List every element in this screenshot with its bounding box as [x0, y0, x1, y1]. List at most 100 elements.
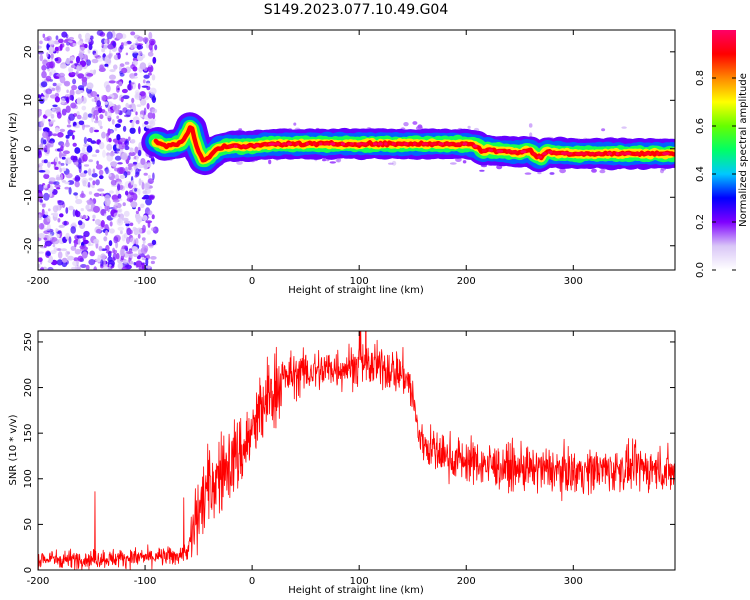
- noise-blob: [41, 70, 47, 79]
- noise-blob: [126, 171, 131, 176]
- noise-blob: [112, 105, 120, 111]
- y-tick-label: 100: [23, 469, 34, 488]
- noise-blob: [70, 42, 73, 47]
- noise-blob: [90, 91, 98, 98]
- ridge-peak: [445, 142, 453, 146]
- noise-blob: [70, 226, 76, 234]
- ridge-halo: [403, 122, 409, 127]
- noise-blob: [87, 243, 94, 246]
- noise-blob: [45, 75, 52, 82]
- noise-blob: [117, 52, 121, 60]
- noise-blob: [48, 177, 56, 183]
- noise-blob: [43, 192, 50, 201]
- noise-blob: [125, 52, 129, 56]
- noise-blob: [60, 173, 63, 181]
- noise-blob: [121, 217, 129, 221]
- noise-blob: [123, 41, 128, 46]
- noise-blob: [68, 113, 75, 121]
- noise-blob: [76, 64, 80, 73]
- noise-blob: [130, 44, 134, 50]
- noise-blob: [43, 237, 48, 241]
- noise-blob: [151, 119, 157, 122]
- noise-blob: [118, 81, 123, 87]
- noise-blob: [38, 214, 41, 219]
- ridge-halo: [322, 158, 327, 162]
- noise-blob: [109, 74, 116, 80]
- ridge-halo: [528, 123, 533, 128]
- noise-blob: [55, 85, 60, 91]
- noise-blob: [108, 264, 112, 267]
- spectrogram-x-label: Height of straight line (km): [288, 285, 424, 296]
- noise-blob: [113, 204, 118, 210]
- noise-blob: [48, 208, 51, 212]
- noise-blob: [135, 237, 139, 246]
- noise-blob: [117, 162, 123, 165]
- noise-blob: [84, 38, 92, 43]
- noise-blob: [137, 83, 141, 90]
- y-tick-label: 200: [23, 378, 34, 397]
- noise-blob: [71, 84, 78, 91]
- noise-blob: [78, 120, 85, 126]
- ridge-peak: [295, 142, 300, 146]
- ridge-peak: [472, 144, 478, 148]
- noise-blob: [141, 182, 145, 190]
- noise-blob: [101, 42, 105, 49]
- noise-blob: [77, 220, 83, 226]
- ridge-peak: [506, 149, 513, 153]
- noise-blob: [150, 256, 157, 260]
- x-tick-label: -200: [27, 276, 50, 287]
- ridge-peak: [330, 142, 336, 146]
- noise-blob: [136, 154, 139, 163]
- noise-blob: [86, 59, 91, 66]
- noise-blob: [93, 266, 97, 270]
- noise-blob: [47, 161, 51, 168]
- noise-blob: [139, 114, 144, 118]
- noise-blob: [115, 252, 120, 260]
- noise-blob: [105, 84, 111, 93]
- noise-blob: [88, 177, 93, 181]
- ridge-halo: [268, 159, 272, 165]
- noise-blob: [143, 183, 150, 190]
- noise-blob: [100, 220, 105, 228]
- noise-blob: [138, 188, 141, 196]
- noise-blob: [68, 205, 74, 211]
- noise-blob: [85, 204, 90, 210]
- ridge-halo: [524, 172, 532, 175]
- noise-blob: [89, 127, 94, 134]
- noise-blob: [151, 227, 156, 232]
- noise-blob: [87, 168, 92, 176]
- noise-blob: [81, 96, 87, 104]
- noise-blob: [38, 251, 44, 254]
- noise-blob: [38, 50, 45, 55]
- figure-title: S149.2023.077.10.49.G04: [264, 2, 449, 18]
- noise-blob: [57, 200, 65, 206]
- noise-blob: [145, 220, 153, 224]
- noise-blob: [76, 97, 82, 105]
- ridge-peak: [595, 152, 604, 156]
- noise-blob: [53, 181, 60, 186]
- noise-blob: [48, 46, 54, 54]
- noise-blob: [131, 120, 135, 129]
- noise-blob: [87, 201, 95, 206]
- noise-blob: [85, 264, 90, 270]
- noise-blob: [77, 73, 85, 79]
- noise-blob: [83, 239, 89, 245]
- noise-blob: [83, 230, 90, 238]
- noise-blob: [116, 115, 120, 120]
- noise-blob: [94, 219, 101, 225]
- noise-blob: [151, 239, 157, 246]
- noise-blob: [93, 205, 100, 213]
- noise-blob: [118, 144, 123, 149]
- noise-blob: [99, 114, 104, 120]
- noise-blob: [56, 259, 64, 266]
- noise-blob: [47, 40, 56, 46]
- ridge-halo: [599, 169, 606, 174]
- noise-blob: [83, 124, 91, 128]
- noise-blob: [135, 260, 143, 268]
- noise-blob: [60, 97, 66, 105]
- ridge-peak: [281, 142, 287, 146]
- noise-blob: [132, 183, 138, 188]
- noise-blob: [108, 137, 112, 143]
